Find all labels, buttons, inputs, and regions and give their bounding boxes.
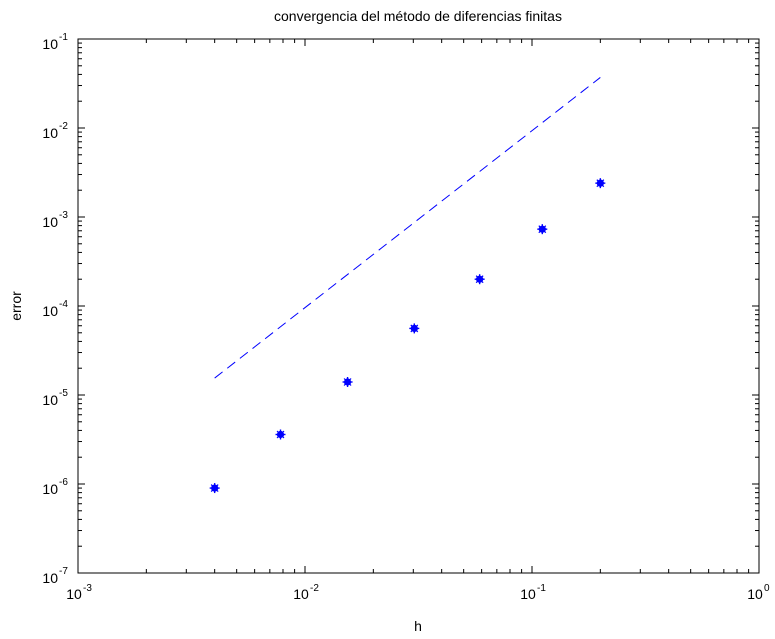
x-tick-label: 10 xyxy=(520,586,536,602)
y-tick-label-exponent: -2 xyxy=(59,121,68,132)
x-axis-label: h xyxy=(414,618,422,634)
y-tick-label: 10 xyxy=(42,36,58,52)
y-tick-label: 10 xyxy=(42,125,58,141)
reference-slope-line xyxy=(214,77,601,379)
y-tick-label: 10 xyxy=(42,303,58,319)
data-point xyxy=(409,323,420,334)
x-tick-label-exponent: -2 xyxy=(310,583,319,594)
y-tick-label-exponent: -1 xyxy=(59,32,68,43)
data-point xyxy=(275,429,286,440)
x-tick-label-exponent: -3 xyxy=(83,583,92,594)
data-point xyxy=(342,376,353,387)
y-tick-label-exponent: -7 xyxy=(59,566,68,577)
data-point xyxy=(595,178,606,189)
x-tick-label-exponent: 0 xyxy=(764,583,770,594)
y-tick-label: 10 xyxy=(42,214,58,230)
x-tick-label: 10 xyxy=(66,586,82,602)
x-tick-label: 10 xyxy=(747,586,763,602)
y-tick-label-exponent: -3 xyxy=(59,210,68,221)
data-point xyxy=(537,224,548,235)
data-point xyxy=(209,483,220,494)
y-tick-label: 10 xyxy=(42,570,58,586)
x-tick-label: 10 xyxy=(293,586,309,602)
y-tick-label: 10 xyxy=(42,392,58,408)
chart-title: convergencia del método de diferencias f… xyxy=(274,8,562,24)
plot-area xyxy=(77,38,760,574)
y-tick-label-exponent: -4 xyxy=(59,299,68,310)
y-tick-label: 10 xyxy=(42,481,58,497)
y-tick-label-exponent: -6 xyxy=(59,477,68,488)
x-tick-label-exponent: -1 xyxy=(537,583,546,594)
axis-ticks: 10 -3 10 -2 10 -1 10 010 -710 -610 -510 -410 -310 -21… xyxy=(42,32,770,602)
y-tick-label-exponent: -5 xyxy=(59,388,68,399)
series-layer xyxy=(209,77,606,494)
data-point xyxy=(474,274,485,285)
y-axis-label: error xyxy=(8,291,24,321)
